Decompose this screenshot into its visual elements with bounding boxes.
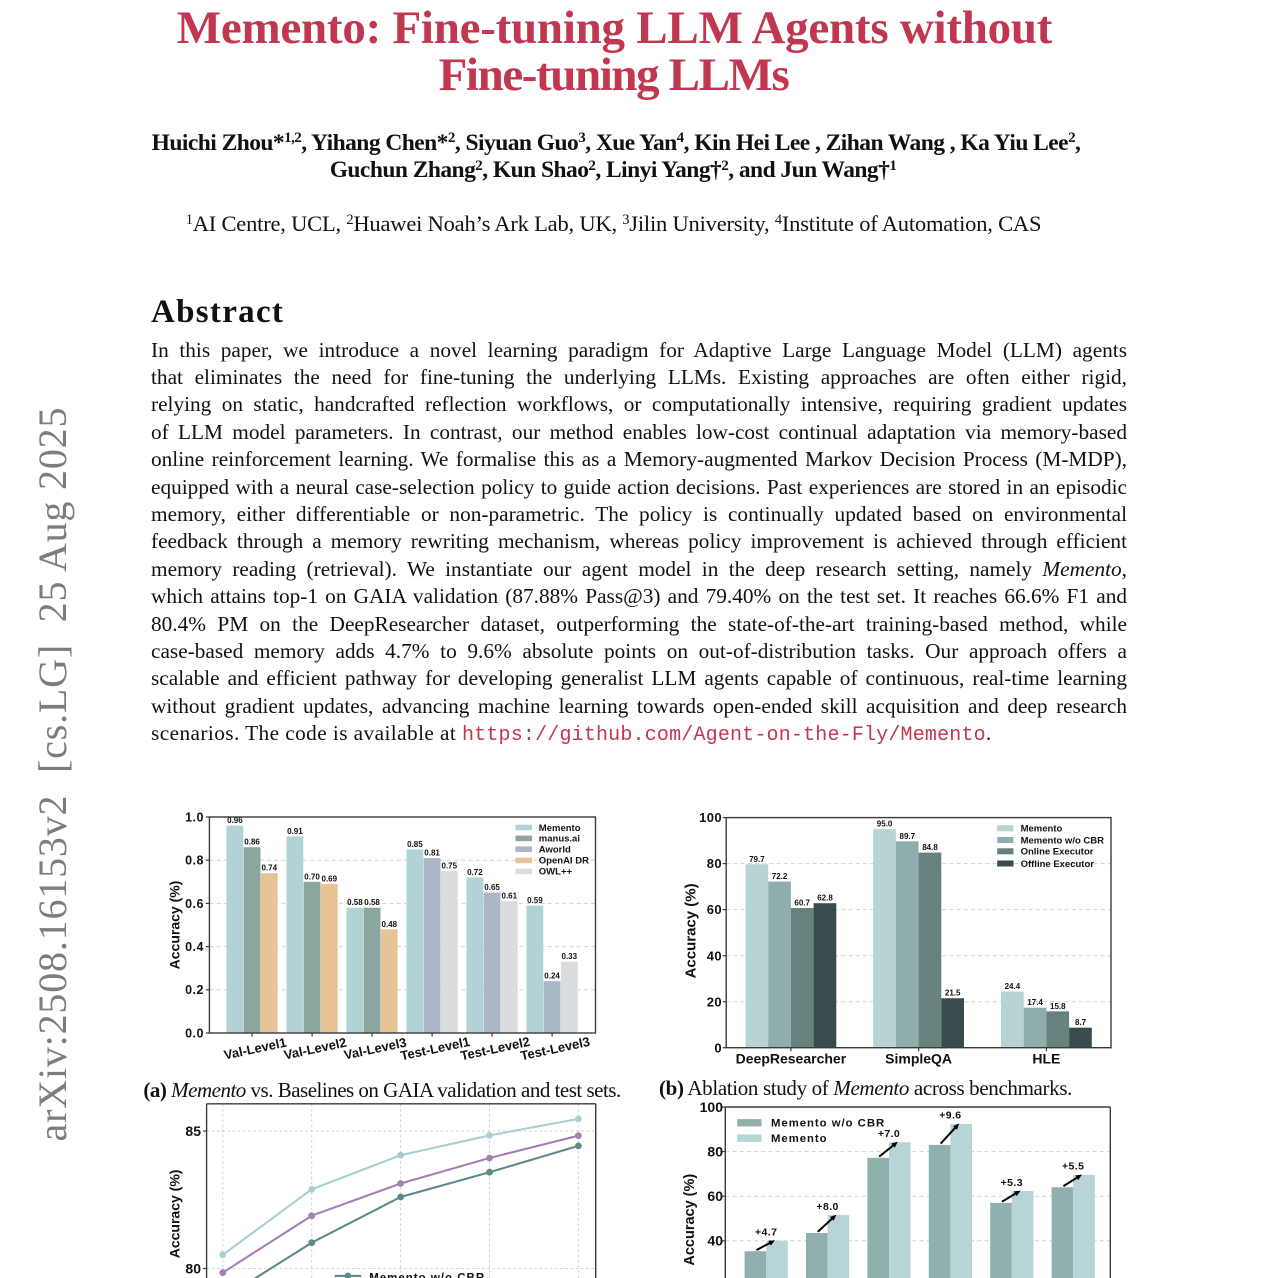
- svg-text:0.61: 0.61: [502, 892, 518, 901]
- svg-text:0.24: 0.24: [544, 972, 560, 981]
- svg-text:Memento w/o CBR: Memento w/o CBR: [771, 1118, 885, 1130]
- svg-text:21.5: 21.5: [945, 989, 961, 998]
- svg-text:0.91: 0.91: [287, 827, 303, 836]
- svg-text:Memento w/o CBR: Memento w/o CBR: [1021, 835, 1105, 846]
- svg-text:0.74: 0.74: [262, 864, 278, 873]
- svg-text:0.48: 0.48: [382, 920, 398, 929]
- svg-text:80: 80: [707, 856, 722, 871]
- svg-text:0.2: 0.2: [185, 983, 204, 997]
- svg-text:manus.ai: manus.ai: [539, 834, 580, 845]
- svg-text:0.8: 0.8: [185, 854, 204, 868]
- svg-text:100: 100: [699, 810, 722, 825]
- svg-text:Accuracy (%): Accuracy (%): [166, 881, 182, 970]
- svg-text:60: 60: [707, 1188, 723, 1204]
- svg-text:80: 80: [185, 1260, 201, 1276]
- svg-text:0.58: 0.58: [364, 898, 380, 907]
- svg-text:0.70: 0.70: [304, 872, 320, 881]
- svg-text:85: 85: [185, 1123, 201, 1139]
- svg-text:0.65: 0.65: [484, 883, 500, 892]
- svg-text:arXiv:2508.16153v2 [cs.LG] 2: arXiv:2508.16153v2 [cs.LG] 25 Aug 2025: [30, 408, 75, 1142]
- svg-text:Memento: Memento: [771, 1133, 828, 1145]
- svg-text:+5.5: +5.5: [1062, 1161, 1084, 1173]
- svg-text:HLE: HLE: [1032, 1051, 1060, 1067]
- svg-text:+4.7: +4.7: [755, 1227, 777, 1239]
- svg-text:Memento: Memento: [1021, 824, 1063, 835]
- svg-text:72.2: 72.2: [772, 872, 788, 881]
- svg-text:89.7: 89.7: [900, 832, 916, 841]
- svg-text:Online Executor: Online Executor: [1021, 847, 1094, 858]
- svg-text:0.6: 0.6: [185, 897, 204, 911]
- svg-text:0.72: 0.72: [467, 868, 483, 877]
- svg-text:15.8: 15.8: [1050, 1002, 1066, 1011]
- svg-text:+5.3: +5.3: [1001, 1177, 1023, 1189]
- svg-text:1.0: 1.0: [185, 810, 204, 824]
- svg-text:24.4: 24.4: [1005, 982, 1021, 991]
- svg-text:Memento w/o CBR: Memento w/o CBR: [369, 1273, 485, 1278]
- svg-text:95.0: 95.0: [877, 820, 893, 829]
- svg-text:Val-Level3: Val-Level3: [342, 1035, 407, 1063]
- svg-text:+7.0: +7.0: [878, 1128, 900, 1140]
- svg-text:20: 20: [707, 994, 722, 1009]
- svg-text:+8.0: +8.0: [816, 1201, 838, 1213]
- svg-text:OWL++: OWL++: [539, 867, 573, 878]
- svg-text:Offline Executor: Offline Executor: [1021, 859, 1095, 870]
- svg-text:100: 100: [700, 1099, 724, 1115]
- svg-text:Memento: Memento: [539, 823, 581, 834]
- svg-text:8.7: 8.7: [1075, 1018, 1087, 1027]
- svg-text:0.33: 0.33: [562, 952, 578, 961]
- svg-text:0.0: 0.0: [185, 1026, 204, 1040]
- svg-text:0.58: 0.58: [347, 898, 363, 907]
- svg-text:60: 60: [707, 902, 722, 917]
- svg-text:84.8: 84.8: [922, 843, 938, 852]
- svg-text:OpenAI DR: OpenAI DR: [539, 856, 589, 867]
- svg-text:0.69: 0.69: [322, 875, 338, 884]
- svg-text:0.75: 0.75: [442, 862, 458, 871]
- svg-text:0.81: 0.81: [424, 849, 440, 858]
- svg-text:0.59: 0.59: [527, 896, 543, 905]
- svg-text:Accuracy (%): Accuracy (%): [166, 1170, 182, 1259]
- svg-text:60.7: 60.7: [794, 899, 810, 908]
- svg-text:DeepResearcher: DeepResearcher: [736, 1051, 847, 1067]
- svg-text:62.8: 62.8: [817, 894, 833, 903]
- svg-text:Accuracy (%): Accuracy (%): [683, 883, 700, 978]
- svg-text:0.4: 0.4: [185, 940, 204, 954]
- svg-text:0.96: 0.96: [227, 816, 243, 825]
- svg-text:0.85: 0.85: [407, 840, 423, 849]
- svg-text:Test-Level3: Test-Level3: [519, 1034, 591, 1063]
- svg-text:Aworld: Aworld: [539, 845, 571, 856]
- svg-text:Val-Level1: Val-Level1: [222, 1035, 287, 1063]
- svg-text:17.4: 17.4: [1027, 998, 1043, 1007]
- svg-text:Accuracy (%): Accuracy (%): [682, 1174, 698, 1266]
- svg-text:Val-Level2: Val-Level2: [282, 1035, 347, 1063]
- svg-text:80: 80: [707, 1144, 723, 1160]
- svg-text:40: 40: [707, 948, 722, 963]
- svg-text:79.7: 79.7: [749, 855, 765, 864]
- svg-text:40: 40: [707, 1233, 723, 1249]
- svg-text:0.86: 0.86: [244, 838, 260, 847]
- svg-text:+9.6: +9.6: [939, 1110, 961, 1122]
- svg-text:0: 0: [714, 1040, 722, 1055]
- svg-text:SimpleQA: SimpleQA: [885, 1051, 952, 1067]
